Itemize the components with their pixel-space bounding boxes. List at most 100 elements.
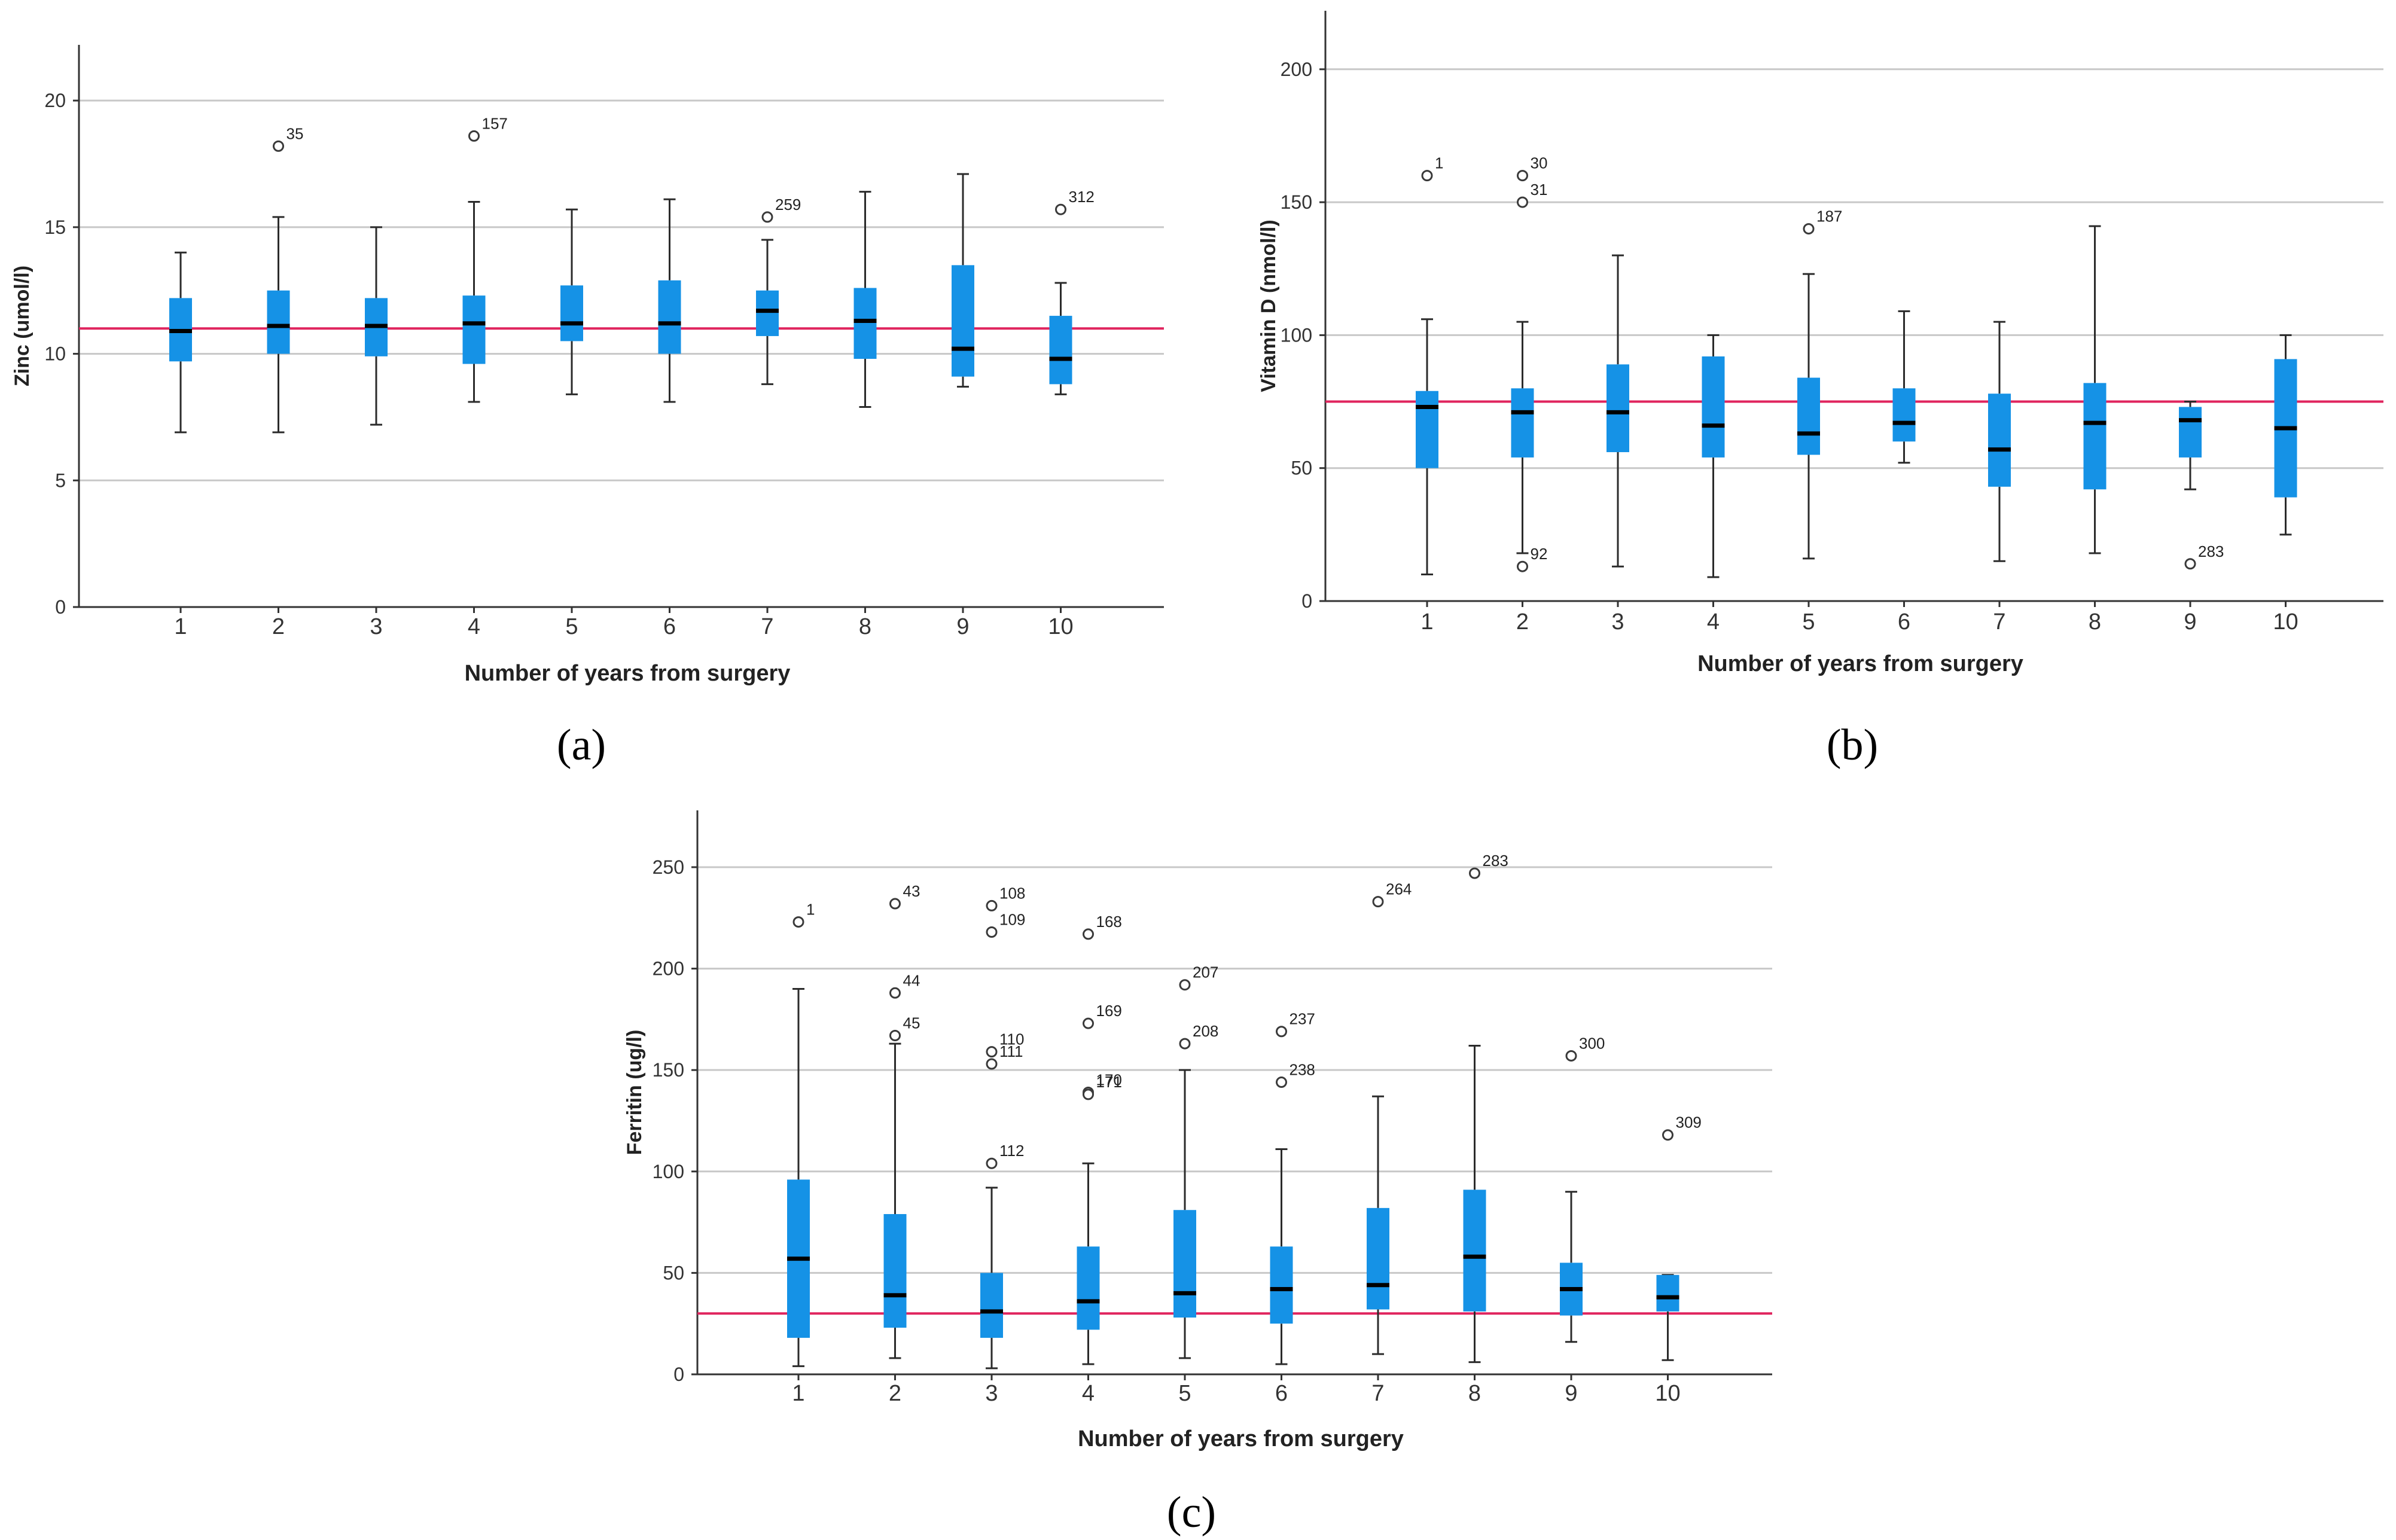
outlier-label: 309 [1676,1114,1702,1132]
outlier-label: 44 [903,971,920,989]
x-tick-label: 6 [1898,609,1910,635]
y-tick-label: 250 [653,856,684,878]
outlier-label: 169 [1096,1002,1122,1020]
y-axis-title: Zinc (umol/l) [11,266,33,386]
outlier-point [1517,196,1528,208]
outlier-point [273,140,284,152]
outlier-label: 187 [1816,208,1842,225]
outlier-label: 112 [999,1142,1024,1160]
box-year-6 [1892,388,1916,442]
box-year-2 [267,290,290,354]
outlier-label: 43 [903,882,920,900]
outlier-point [986,1058,998,1070]
box-year-10 [1049,316,1072,385]
outlier-point [1517,170,1528,182]
box-year-8 [2083,383,2107,490]
outlier-label: 35 [286,124,304,142]
y-tick-label: 0 [673,1364,684,1385]
outlier-label: 45 [903,1014,920,1032]
box-year-8 [853,288,877,359]
x-tick-label: 3 [985,1381,998,1406]
panel-label: (b) [1827,721,1878,770]
outlier-point [761,211,773,223]
x-tick-label: 6 [663,614,676,639]
x-tick-label: 3 [1611,609,1624,635]
outlier-label: 30 [1531,154,1548,172]
y-tick-label: 200 [653,958,684,980]
outlier-point [1421,170,1433,182]
outlier-label: 111 [999,1042,1023,1060]
box-year-4 [1077,1246,1100,1330]
outlier-point [1276,1077,1287,1088]
x-tick-label: 10 [2273,609,2298,635]
outlier-point [1662,1129,1673,1141]
x-tick-label: 7 [1371,1381,1384,1406]
outlier-label: 31 [1531,181,1548,199]
box-year-4 [462,295,486,364]
x-tick-label: 9 [2184,609,2196,635]
outlier-label: 312 [1069,188,1095,206]
y-tick-label: 200 [1281,59,1312,80]
outlier-point [1083,1088,1094,1100]
outlier-label: 170 [1096,1071,1122,1089]
outlier-label: 92 [1531,545,1548,563]
panel-label: (c) [1167,1488,1216,1537]
outlier-label: 1 [1435,154,1443,172]
y-axis-title: Vitamin D (nmol/l) [1257,219,1280,392]
box-year-6 [1270,1246,1293,1324]
outlier-label: 238 [1290,1061,1315,1079]
box-year-8 [1463,1190,1486,1312]
outlier-label: 157 [482,114,508,132]
outlier-label: 109 [999,911,1025,929]
outlier-point [792,916,804,928]
x-tick-label: 5 [1178,1381,1191,1406]
y-tick-label: 15 [44,216,66,238]
outlier-label: 264 [1386,880,1412,898]
box-year-2 [1511,388,1534,458]
y-tick-label: 50 [1291,458,1312,479]
outlier-point [1469,867,1480,879]
box-year-5 [560,285,583,341]
outlier-label: 110 [999,1030,1024,1048]
outlier-point [1179,1038,1191,1050]
x-axis-title: Number of years from surgery [465,661,791,686]
x-tick-label: 8 [1468,1381,1481,1406]
box-year-9 [952,265,974,377]
outlier-point [2184,558,2196,570]
y-tick-label: 5 [55,469,66,491]
x-tick-label: 9 [956,614,969,639]
outlier-label: 1 [806,901,815,919]
y-tick-label: 100 [1281,324,1312,346]
outlier-point [889,898,901,910]
outlier-point [1517,560,1528,572]
outlier-label: 208 [1193,1022,1218,1040]
x-tick-label: 10 [1655,1381,1680,1406]
y-tick-label: 100 [653,1161,684,1182]
box-year-3 [980,1273,1003,1338]
y-tick-label: 10 [44,343,66,365]
box-year-5 [1173,1210,1196,1318]
x-tick-label: 5 [565,614,578,639]
outlier-point [1179,979,1191,991]
outlier-label: 283 [2198,542,2224,560]
outlier-point [986,1046,998,1058]
box-year-7 [1367,1207,1389,1310]
box-year-2 [883,1214,907,1328]
outlier-point [1083,928,1094,940]
x-tick-label: 2 [272,614,285,639]
x-tick-label: 1 [1420,609,1433,635]
x-tick-label: 4 [468,614,480,639]
outlier-label: 283 [1483,852,1508,870]
box-year-5 [1797,377,1820,455]
outlier-label: 171 [1096,1073,1122,1091]
box-year-6 [658,280,681,354]
outlier-point [986,1157,998,1169]
outlier-label: 300 [1579,1034,1605,1052]
outlier-point [1803,223,1815,235]
y-tick-label: 150 [653,1059,684,1081]
outlier-label: 237 [1290,1010,1315,1028]
y-tick-label: 0 [1301,590,1312,612]
x-tick-label: 2 [1516,609,1529,635]
